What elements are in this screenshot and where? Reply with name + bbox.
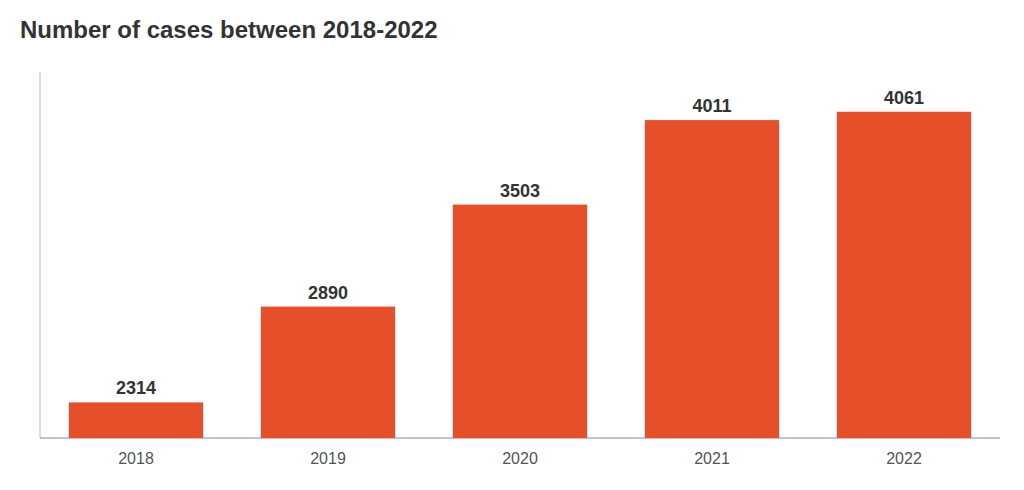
bar	[645, 120, 779, 438]
bar	[261, 307, 395, 438]
chart: Number of cases between 2018-2022 2314 289…	[0, 0, 1024, 490]
bar	[837, 112, 971, 438]
data-label: 4061	[884, 88, 924, 108]
data-labels: 2314 2890 3503 4011 4061	[116, 88, 924, 399]
data-label: 2890	[308, 283, 348, 303]
bars	[69, 112, 971, 438]
bar	[69, 402, 203, 438]
data-label: 4011	[692, 96, 731, 116]
x-tick-label: 2018	[118, 450, 154, 467]
data-label: 3503	[500, 181, 540, 201]
bar	[453, 205, 587, 438]
x-tick-label: 2021	[694, 450, 730, 467]
data-label: 2314	[116, 378, 156, 398]
y-axis-line	[40, 72, 41, 438]
x-tick-label: 2022	[886, 450, 922, 467]
x-axis: 2018 2019 2020 2021 2022	[118, 450, 922, 467]
title: Number of cases between 2018-2022	[20, 16, 438, 43]
x-tick-label: 2020	[502, 450, 538, 467]
x-tick-label: 2019	[310, 450, 346, 467]
plot-area	[40, 72, 1000, 438]
chart-container: Number of cases between 2018-2022 2314 289…	[0, 0, 1024, 490]
